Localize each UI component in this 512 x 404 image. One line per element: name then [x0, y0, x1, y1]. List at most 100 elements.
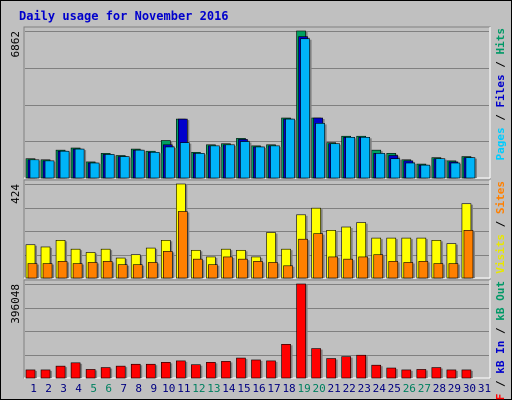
- legend-entry: Pages: [494, 127, 507, 160]
- bar-sites: [403, 262, 414, 279]
- x-tick-label: 15: [237, 382, 250, 395]
- bar-kb-f: [326, 358, 336, 379]
- bar-kb-f: [371, 364, 382, 379]
- x-tick-label: 28: [433, 382, 446, 395]
- bar-pages: [420, 164, 431, 179]
- bar-kb-f: [401, 369, 412, 379]
- bar-pages: [180, 142, 190, 179]
- bar-pages: [465, 157, 476, 179]
- bar-pages: [29, 159, 40, 179]
- bar-pages: [345, 136, 355, 179]
- bar-sites: [57, 261, 68, 279]
- legend-entry: Files: [494, 74, 507, 107]
- bar-sites: [27, 263, 38, 279]
- y-max-label: 6862: [9, 31, 22, 58]
- bar-sites: [373, 254, 384, 279]
- bar-sites: [313, 233, 323, 279]
- panel-bottom: 396048 kB F / kB In / kB Out: [9, 279, 507, 404]
- bar-sites: [343, 258, 353, 279]
- legend-entry: /: [494, 108, 507, 128]
- bar-sites: [268, 262, 278, 279]
- legend-top: Pages / Files / Hits: [494, 28, 507, 161]
- x-tick-label: 18: [282, 382, 295, 395]
- bar-pages: [59, 150, 70, 179]
- x-tick-label: 14: [222, 382, 236, 395]
- bar-kb-f: [85, 369, 96, 379]
- x-tick-label: 5: [90, 382, 97, 395]
- y-max-label: 424: [9, 184, 22, 204]
- bar-sites: [253, 261, 263, 279]
- x-tick-label: 29: [448, 382, 461, 395]
- bar-kb-f: [55, 365, 66, 379]
- bar-pages: [390, 158, 401, 179]
- bar-pages: [285, 118, 295, 179]
- x-tick-label: 2: [45, 382, 52, 395]
- bar-sites: [102, 261, 113, 279]
- bar-kb-f: [356, 354, 367, 379]
- bar-sites: [117, 264, 128, 279]
- bar-pages: [240, 141, 250, 179]
- x-tick-label: 27: [418, 382, 431, 395]
- bar-kb-f: [206, 362, 216, 379]
- bar-pages: [300, 38, 310, 179]
- legend-entry: /: [494, 374, 507, 394]
- bar-pages: [134, 149, 145, 179]
- bar-sites: [162, 251, 173, 279]
- legend-entry: Sites: [494, 181, 507, 214]
- bar-kb-f: [461, 369, 472, 379]
- bar-pages: [104, 154, 115, 179]
- bar-sites: [283, 265, 293, 279]
- x-tick-label: 17: [267, 382, 280, 395]
- bar-sites: [418, 261, 429, 279]
- bar-kb-f: [386, 367, 397, 379]
- legend-entry: Visits: [494, 234, 507, 274]
- bar-sites: [328, 256, 338, 279]
- x-tick-label: 21: [328, 382, 341, 395]
- bar-kb-f: [311, 348, 321, 379]
- x-tick-label: 11: [177, 382, 190, 395]
- x-tick-label: 8: [135, 382, 142, 395]
- legend-entry: kB In: [494, 341, 507, 374]
- legend-entry: /: [494, 55, 507, 75]
- legend-entry: kB Out: [494, 281, 507, 321]
- x-tick-label: 22: [343, 382, 356, 395]
- chart-title: Daily usage for November 2016: [19, 9, 229, 23]
- bar-sites: [433, 263, 444, 279]
- bar-sites: [178, 211, 188, 279]
- bar-sites: [193, 258, 203, 279]
- bar-pages: [119, 156, 130, 179]
- x-tick-label: 1: [30, 382, 37, 395]
- x-tick-label: 24: [373, 382, 387, 395]
- bar-kb-f: [160, 362, 171, 379]
- bar-kb-f: [40, 369, 51, 379]
- bar-pages: [89, 162, 100, 179]
- bar-kb-f: [431, 367, 442, 379]
- bar-kb-f: [236, 357, 246, 379]
- bar-sites: [298, 238, 308, 279]
- bar-pages: [74, 148, 85, 179]
- bar-sites: [87, 262, 98, 279]
- bar-kb-f: [191, 364, 201, 379]
- x-tick-label: 20: [313, 382, 326, 395]
- bar-pages: [405, 162, 416, 179]
- panel-top: 6862 Pages / Files / Hits: [9, 26, 507, 179]
- legend-entry: kB F: [494, 394, 507, 400]
- x-tick-label: 13: [207, 382, 220, 395]
- x-tick-label: 4: [75, 382, 82, 395]
- bar-pages: [255, 146, 265, 179]
- bar-pages: [210, 145, 220, 179]
- bar-kb-f: [251, 359, 261, 379]
- panel-middle: 424 Visits / Sites: [9, 179, 507, 279]
- bar-sites: [388, 261, 399, 279]
- y-max-label: 396048: [9, 284, 22, 324]
- x-tick-label: 7: [120, 382, 127, 395]
- bar-pages: [315, 123, 325, 179]
- x-tick-label: 19: [297, 382, 310, 395]
- bar-sites: [223, 256, 233, 279]
- legend-entry: /: [494, 321, 507, 341]
- x-tick-label: 26: [403, 382, 416, 395]
- bar-kb-f: [70, 362, 81, 379]
- x-tick-label: 25: [388, 382, 401, 395]
- bar-pages: [375, 153, 386, 179]
